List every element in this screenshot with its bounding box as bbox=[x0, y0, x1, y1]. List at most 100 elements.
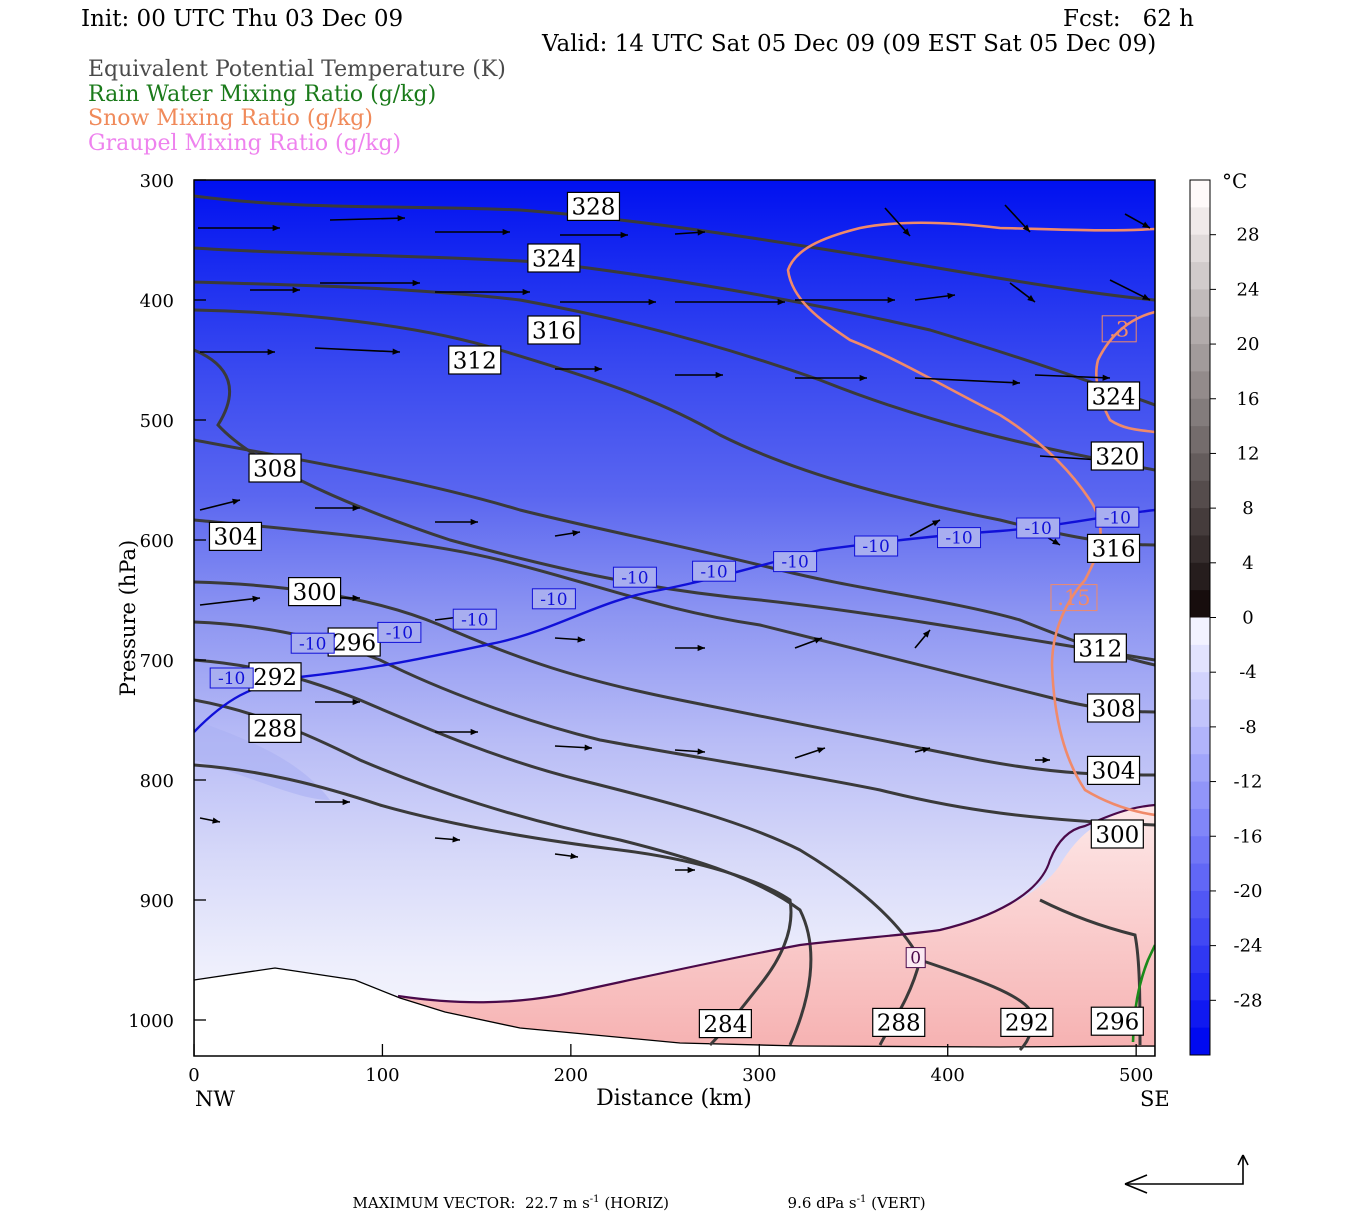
svg-text:316: 316 bbox=[1092, 537, 1136, 563]
svg-text:-10: -10 bbox=[862, 537, 889, 557]
theta-e-label: 320 bbox=[1090, 441, 1144, 471]
svg-text:288: 288 bbox=[253, 717, 297, 743]
contour-labels: 328 324 316 312 308 304 300 296 292 288 284 288 292 2… bbox=[208, 191, 1144, 1039]
isotherm-label: -10 bbox=[209, 667, 254, 689]
max-vector-vert-tail: (VERT) bbox=[866, 1194, 926, 1212]
theta-e-label: 328 bbox=[566, 191, 621, 221]
y-tick-label: 600 bbox=[140, 531, 174, 552]
theta-e-contour bbox=[1039, 898, 1142, 1046]
colorbar-swatch bbox=[1190, 726, 1210, 755]
legend-snow: Snow Mixing Ratio (g/kg) bbox=[88, 106, 373, 131]
wind-vector bbox=[560, 298, 656, 306]
max-vector-horiz-tail: (HORIZ) bbox=[599, 1194, 670, 1212]
theta-e-contour bbox=[194, 698, 813, 1046]
max-vector-vert-readout: 9.6 dPa s-1 (VERT) bbox=[778, 1176, 926, 1212]
x-tick-label: 500 bbox=[1119, 1065, 1153, 1086]
svg-text:304: 304 bbox=[214, 525, 258, 551]
colorbar-tick-label: 16 bbox=[1237, 389, 1260, 410]
wind-vector bbox=[884, 207, 911, 237]
svg-text:300: 300 bbox=[293, 580, 337, 606]
isotherm-label: -10 bbox=[1016, 517, 1061, 539]
wind-vector bbox=[554, 530, 581, 537]
svg-text:-10: -10 bbox=[621, 568, 648, 588]
theta-e-contour bbox=[194, 518, 1155, 714]
wind-vector bbox=[320, 279, 420, 287]
svg-text:.3: .3 bbox=[1109, 317, 1129, 341]
colorbar-swatch bbox=[1190, 1027, 1210, 1056]
colorbar-tick-label: -4 bbox=[1239, 662, 1257, 683]
wind-vector bbox=[315, 798, 350, 806]
colorbar-swatch bbox=[1190, 1000, 1210, 1029]
svg-text:-10: -10 bbox=[386, 624, 413, 644]
svg-text:-10: -10 bbox=[540, 590, 567, 610]
zero-isotherm bbox=[397, 803, 1155, 1004]
isotherm-label: -10 bbox=[692, 560, 737, 582]
max-vector-readout: MAXIMUM VECTOR: 22.7 m s-1 (HORIZ) bbox=[343, 1176, 670, 1212]
forecast-hour: Fcst: 62 h bbox=[1063, 6, 1194, 32]
wind-vector bbox=[198, 224, 280, 232]
theta-e-label: 312 bbox=[448, 345, 502, 375]
colorbar-swatch bbox=[1190, 972, 1210, 1001]
svg-text:-10: -10 bbox=[218, 669, 245, 689]
theta-e-label: 288 bbox=[872, 1007, 926, 1038]
svg-text:-10: -10 bbox=[1024, 519, 1051, 539]
svg-text:308: 308 bbox=[1092, 696, 1136, 722]
legend-rain: Rain Water Mixing Ratio (g/kg) bbox=[88, 82, 437, 107]
colorbar-tick-label: -8 bbox=[1239, 717, 1257, 738]
snow-contour-03 bbox=[786, 221, 1155, 817]
theta-e-label: 288 bbox=[248, 713, 302, 744]
y-tick-label: 900 bbox=[140, 891, 174, 912]
wind-vector bbox=[315, 698, 360, 706]
isotherm-label: -10 bbox=[1095, 506, 1140, 528]
colorbar-swatch bbox=[1190, 863, 1210, 892]
wind-vector bbox=[674, 748, 706, 755]
svg-text:-10: -10 bbox=[700, 562, 727, 582]
svg-text:324: 324 bbox=[532, 246, 576, 272]
wind-vector bbox=[329, 215, 406, 222]
svg-text:292: 292 bbox=[253, 665, 297, 691]
colorbar-swatch bbox=[1190, 234, 1210, 263]
warm-sector-shading bbox=[398, 805, 1155, 1056]
theta-e-contour bbox=[194, 438, 1155, 667]
theta-e-label: 304 bbox=[1086, 755, 1141, 786]
wind-vector bbox=[914, 377, 1021, 386]
isotherm-label: -10 bbox=[290, 632, 335, 654]
y-tick-label: 300 bbox=[140, 171, 174, 192]
theta-e-label: 304 bbox=[208, 521, 263, 552]
theta-e-label: 316 bbox=[1086, 533, 1141, 564]
svg-text:292: 292 bbox=[1005, 1011, 1049, 1037]
wind-vector bbox=[554, 636, 586, 643]
isotherm-label: -10 bbox=[377, 621, 422, 644]
wind-vector bbox=[435, 228, 510, 236]
colorbar-tick-label: -16 bbox=[1234, 826, 1263, 847]
wind-vector bbox=[554, 852, 579, 860]
theta-e-label: 296 bbox=[1090, 1006, 1144, 1036]
svg-text:-10: -10 bbox=[461, 610, 488, 630]
y-tick-label: 400 bbox=[140, 291, 174, 312]
colorbar-swatch bbox=[1190, 289, 1210, 318]
legend-theta-e: Equivalent Potential Temperature (K) bbox=[88, 57, 506, 82]
svg-text:-10: -10 bbox=[781, 553, 808, 573]
theta-e-contour bbox=[194, 763, 793, 1047]
init-time: Init: 00 UTC Thu 03 Dec 09 bbox=[81, 6, 404, 32]
theta-e-contour bbox=[194, 580, 1155, 777]
wind-vector bbox=[794, 637, 823, 649]
svg-text:288: 288 bbox=[877, 1011, 921, 1037]
minus-10-isotherm bbox=[194, 508, 1155, 733]
colorbar-swatch bbox=[1190, 207, 1210, 236]
wind-vector bbox=[1109, 279, 1151, 301]
reference-vector-arrows bbox=[1124, 1154, 1249, 1194]
svg-text:296: 296 bbox=[1095, 1009, 1139, 1035]
colorbar-swatch bbox=[1190, 180, 1210, 208]
svg-text:300: 300 bbox=[1095, 822, 1139, 848]
theta-e-label: 284 bbox=[698, 1008, 752, 1039]
colorbar-swatch bbox=[1190, 808, 1210, 837]
wind-vector bbox=[560, 231, 628, 239]
isotherm-label: 0 bbox=[905, 947, 926, 969]
colorbar-swatch bbox=[1190, 644, 1210, 673]
colorbar-swatch bbox=[1190, 453, 1210, 482]
theta-e-contours bbox=[194, 194, 1155, 1052]
colorbar-swatch bbox=[1190, 344, 1210, 372]
wind-vector bbox=[1035, 756, 1050, 764]
colorbar-tick-label: 20 bbox=[1237, 334, 1260, 355]
